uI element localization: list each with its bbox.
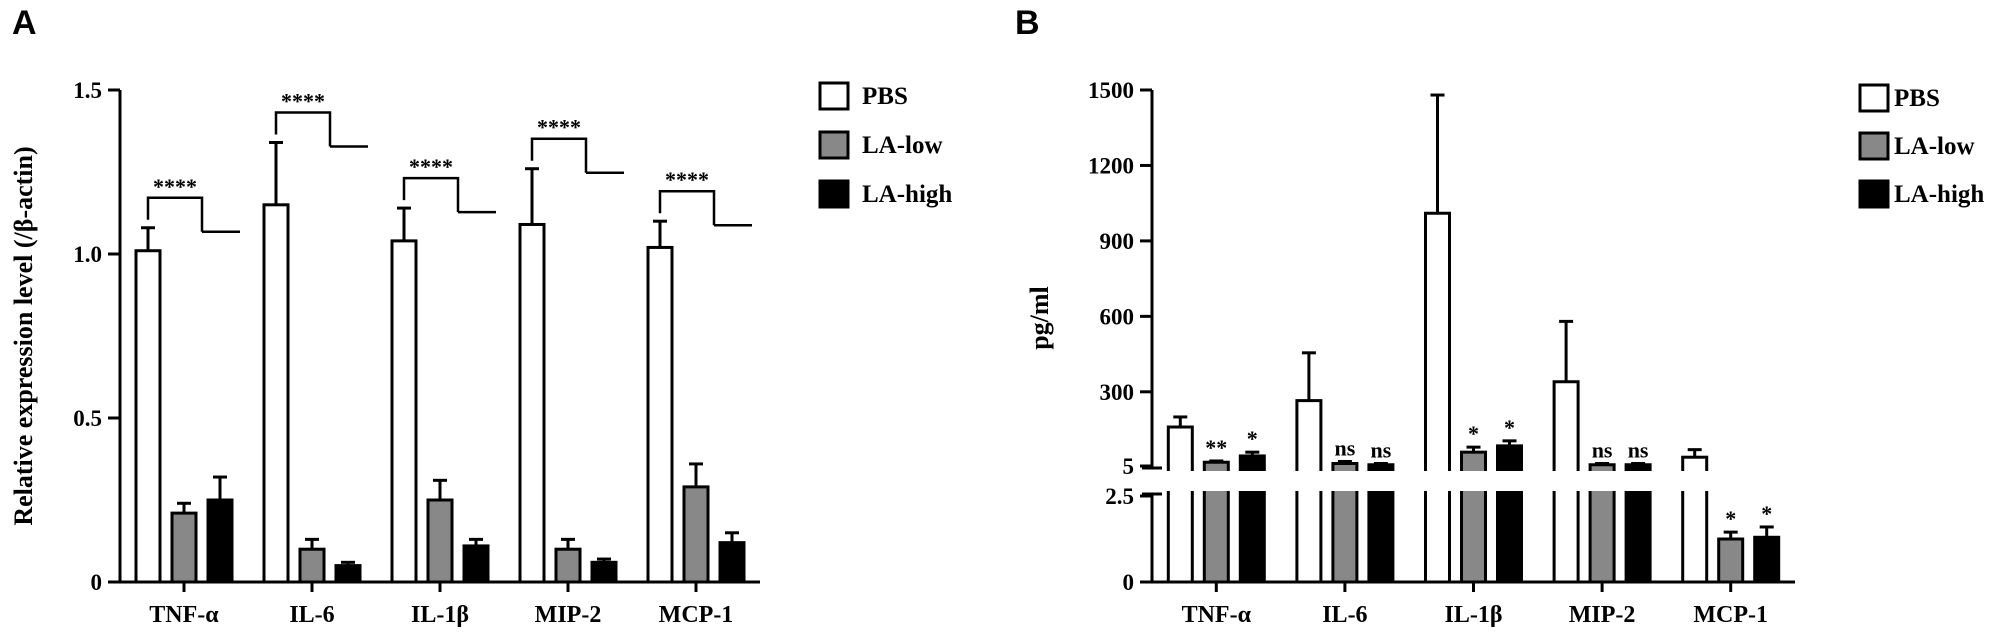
- x-tick-label-mcp-1: MCP-1: [659, 602, 734, 628]
- bar-pbs-tnf: [1166, 425, 1194, 584]
- y-tick-label: 300: [1100, 380, 1135, 405]
- x-tick-label-il-1: IL-1β: [411, 602, 469, 628]
- bar-pbs-il-6: [1295, 399, 1323, 584]
- significance-label: *: [1761, 501, 1772, 526]
- bar-pbs-il-6: [262, 203, 290, 584]
- y-tick-label: 5: [1123, 454, 1135, 479]
- legend-label-la-high: LA-high: [1894, 181, 1984, 208]
- legend-swatch-pbs: [1858, 83, 1890, 113]
- significance-label: ****: [665, 167, 709, 192]
- y-tick-label: 600: [1100, 304, 1135, 329]
- x-tick-label-il-6: IL-6: [289, 602, 334, 628]
- significance-label: **: [1205, 435, 1227, 460]
- bar-la-low-tnf: [170, 511, 198, 584]
- y-tick-label: 1.0: [73, 242, 102, 267]
- y-tick-label: 900: [1100, 229, 1135, 254]
- y-tick-label: 0: [91, 570, 103, 595]
- significance-label: ****: [409, 154, 453, 179]
- panel-a: A 0 0.5 1.0 1.5 Relative expression level (/…: [9, 4, 952, 628]
- panel-b-label: B: [1015, 4, 1040, 42]
- legend-label-la-low: LA-low: [1894, 133, 1975, 160]
- significance-label: ns: [1628, 437, 1649, 462]
- x-tick-label-mip-2: MIP-2: [1569, 602, 1636, 628]
- bar-la-high-il-1: [462, 544, 490, 584]
- significance-label: ****: [153, 174, 197, 199]
- bar-la-low-mcp-1: [682, 485, 710, 584]
- legend-label-la-low: LA-low: [862, 132, 943, 159]
- bar-pbs-tnf: [134, 249, 162, 584]
- x-tick-label-mip-2: MIP-2: [535, 602, 602, 628]
- y-tick-label: 1500: [1088, 78, 1134, 103]
- significance-label: *: [1468, 421, 1479, 446]
- y-tick-label: 1.5: [73, 78, 102, 103]
- bar-la-low-il-1: [426, 498, 454, 584]
- y-tick-label: 1200: [1088, 153, 1134, 178]
- legend-swatch-la-high: [1858, 179, 1890, 209]
- significance-label: *: [1504, 415, 1515, 440]
- significance-bracket: [274, 111, 332, 147]
- x-tick-label-tnf: TNF-α: [149, 602, 219, 628]
- x-tick-label-il-6: IL-6: [1322, 602, 1367, 628]
- legend-swatch-la-high: [818, 179, 850, 209]
- bar-la-high-mip-2: [590, 560, 618, 584]
- legend-label-pbs: PBS: [862, 83, 908, 110]
- axis-break-gap: [1144, 471, 1795, 491]
- significance-label: ****: [537, 115, 581, 140]
- bar-la-low-mcp-1: [1717, 537, 1745, 584]
- significance-bracket: [146, 196, 204, 232]
- significance-label: ns: [1371, 437, 1392, 462]
- bar-pbs-il-1: [390, 239, 418, 584]
- legend-swatch-pbs: [818, 81, 850, 111]
- bar-pbs-mip-2: [518, 222, 546, 584]
- bar-la-low-mip-2: [554, 547, 582, 584]
- x-tick-label-il-1: IL-1β: [1445, 602, 1503, 628]
- bar-pbs-il-1: [1424, 211, 1451, 584]
- bar-la-high-mcp-1: [1753, 535, 1781, 584]
- legend-swatch-la-low: [1858, 131, 1890, 161]
- y-tick-label: 2.5: [1105, 484, 1134, 509]
- panel-a-label: A: [12, 4, 37, 42]
- bar-pbs-mcp-1: [646, 245, 674, 584]
- bar-la-low-il-6: [298, 547, 326, 584]
- bar-la-high-mcp-1: [718, 541, 746, 584]
- significance-label: ns: [1592, 437, 1613, 462]
- significance-bracket: [658, 189, 716, 226]
- bar-la-high-il-1: [1496, 444, 1523, 584]
- significance-label: *: [1247, 426, 1258, 451]
- x-tick-label-tnf: TNF-α: [1182, 602, 1252, 628]
- bar-la-high-il-6: [334, 564, 362, 584]
- significance-bracket: [402, 176, 460, 213]
- legend-label-pbs: PBS: [1894, 85, 1940, 112]
- y-tick-label: 0.5: [73, 406, 102, 431]
- y-tick-label: 0: [1123, 570, 1135, 595]
- legend-swatch-la-low: [818, 130, 850, 160]
- x-tick-label-mcp-1: MCP-1: [1693, 602, 1768, 628]
- y-axis-label: Relative expression level (/β-actin): [9, 146, 38, 525]
- legend-label-la-high: LA-high: [862, 181, 952, 208]
- y-axis-label: pg/ml: [1025, 286, 1054, 350]
- significance-label: ns: [1335, 435, 1356, 460]
- significance-label: *: [1725, 506, 1736, 531]
- bar-la-high-tnf: [206, 498, 234, 584]
- significance-label: ****: [281, 88, 325, 113]
- significance-bracket: [530, 137, 588, 173]
